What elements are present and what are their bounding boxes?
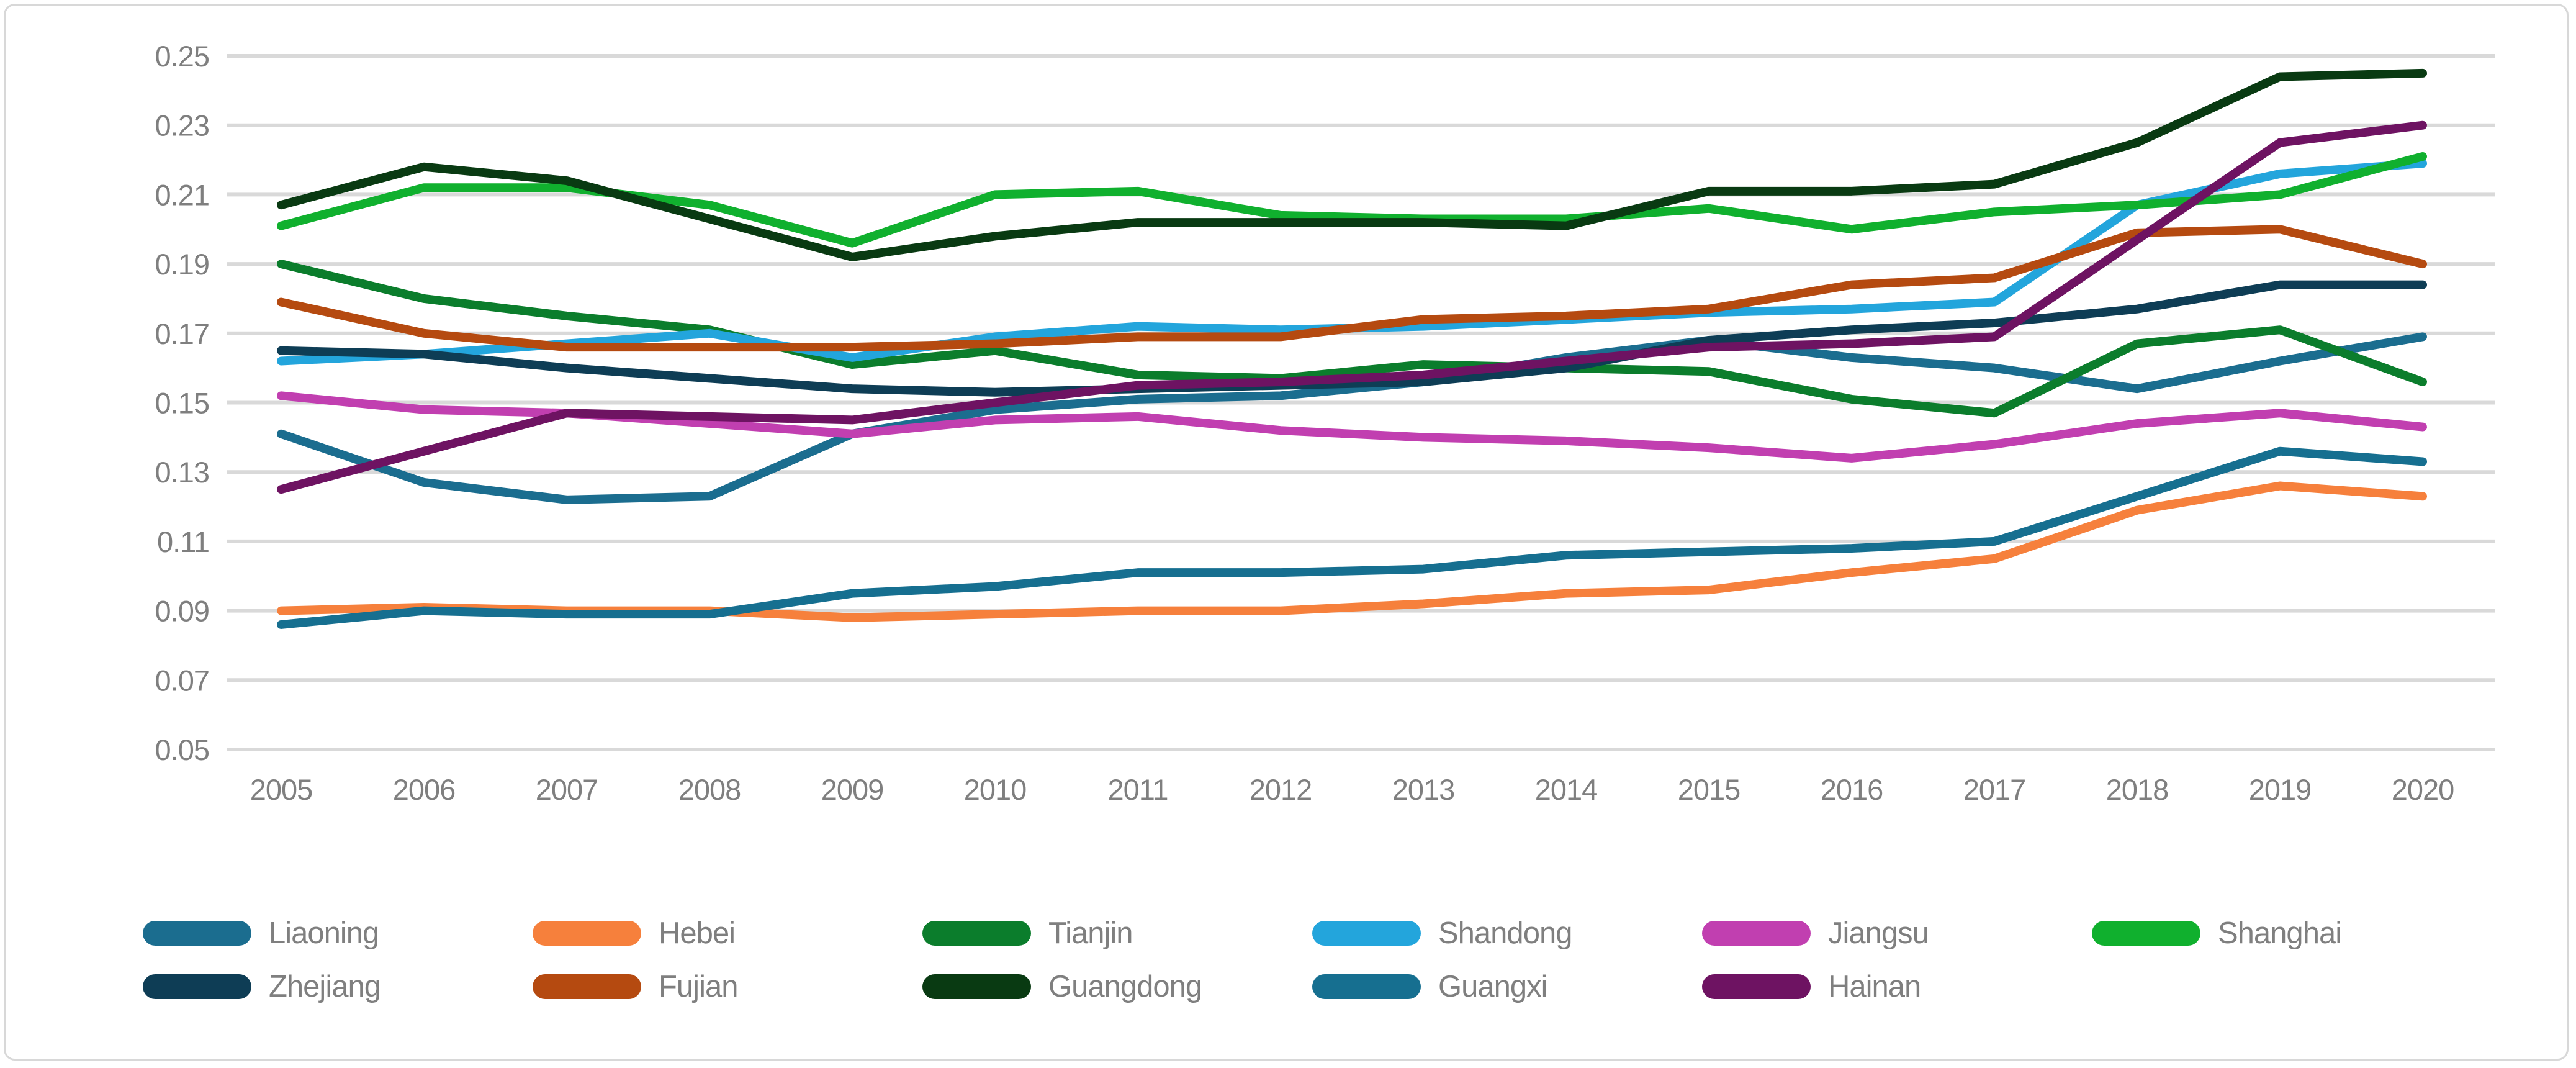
y-axis-label-0.05: 0.05 (155, 733, 209, 766)
series-line-fujian (277, 225, 2427, 352)
y-axis-label-0.15: 0.15 (155, 387, 209, 420)
x-axis-label-2017: 2017 (1963, 773, 2026, 806)
legend-swatch-hainan (1702, 974, 1811, 999)
legend-label-fujian: Fujian (659, 969, 738, 1003)
x-axis-label-2009: 2009 (821, 773, 884, 806)
y-axis-label-0.23: 0.23 (155, 109, 209, 142)
series-line-guangdong (277, 68, 2427, 261)
y-axis-label-0.07: 0.07 (155, 664, 209, 697)
y-axis-label-0.17: 0.17 (155, 317, 209, 350)
x-axis-label-2008: 2008 (678, 773, 741, 806)
legend-item-guangdong: Guangdong (922, 969, 1202, 1003)
legend-item-shanghai: Shanghai (2092, 916, 2342, 950)
legend-label-shanghai: Shanghai (2218, 916, 2342, 950)
x-axis-label-2010: 2010 (964, 773, 1027, 806)
x-axis-label-2011: 2011 (1107, 773, 1168, 806)
series-line-guangxi (277, 446, 2427, 629)
legend-swatch-shandong (1312, 921, 1421, 946)
y-axis-label-0.19: 0.19 (155, 248, 209, 281)
x-axis-label-2019: 2019 (2249, 773, 2312, 806)
x-axis-label-2013: 2013 (1392, 773, 1455, 806)
legend-label-guangdong: Guangdong (1048, 969, 1202, 1003)
legend-item-fujian: Fujian (533, 969, 738, 1003)
legend-label-tianjin: Tianjin (1048, 916, 1133, 950)
legend-label-jiangsu: Jiangsu (1828, 916, 1929, 950)
series-line-zhejiang (277, 280, 2427, 397)
chart-frame (4, 4, 2569, 1061)
x-axis-label-2012: 2012 (1250, 773, 1312, 806)
x-axis-label-2005: 2005 (250, 773, 313, 806)
legend-label-hebei: Hebei (659, 916, 736, 950)
legend-swatch-tianjin (922, 921, 1031, 946)
legend-swatch-liaoning (143, 921, 251, 946)
y-axis-label-0.11: 0.11 (157, 525, 209, 558)
legend-label-zhejiang: Zhejiang (269, 969, 381, 1003)
legend-label-liaoning: Liaoning (269, 916, 379, 950)
y-axis-label-0.21: 0.21 (155, 178, 209, 211)
x-axis-label-2018: 2018 (2106, 773, 2169, 806)
legend-label-hainan: Hainan (1828, 969, 1921, 1003)
x-axis-label-2016: 2016 (1821, 773, 1883, 806)
legend-swatch-shanghai (2092, 921, 2200, 946)
x-axis-label-2014: 2014 (1535, 773, 1598, 806)
x-axis-label-2006: 2006 (393, 773, 456, 806)
legend-item-jiangsu: Jiangsu (1702, 916, 1929, 950)
y-axis-label-0.13: 0.13 (155, 456, 209, 489)
legend-item-hainan: Hainan (1702, 969, 1921, 1003)
legend-swatch-hebei (533, 921, 641, 946)
legend-item-shandong: Shandong (1312, 916, 1572, 950)
legend-item-liaoning: Liaoning (143, 916, 379, 950)
legend-item-tianjin: Tianjin (922, 916, 1133, 950)
legend-item-zhejiang: Zhejiang (143, 969, 381, 1003)
legend-label-guangxi: Guangxi (1438, 969, 1548, 1003)
legend-swatch-zhejiang (143, 974, 251, 999)
legend-swatch-guangdong (922, 974, 1031, 999)
x-axis-label-2015: 2015 (1678, 773, 1741, 806)
series-line-tianjin (277, 260, 2427, 418)
legend-item-hebei: Hebei (533, 916, 736, 950)
legend-item-guangxi: Guangxi (1312, 969, 1548, 1003)
y-axis-label-0.09: 0.09 (155, 595, 209, 628)
y-axis-label-0.25: 0.25 (155, 40, 209, 73)
legend-swatch-guangxi (1312, 974, 1421, 999)
legend-swatch-jiangsu (1702, 921, 1811, 946)
legend-swatch-fujian (533, 974, 641, 999)
series-line-hainan (277, 120, 2427, 494)
x-axis-label-2020: 2020 (2392, 773, 2454, 806)
legend-label-shandong: Shandong (1438, 916, 1572, 950)
x-axis-label-2007: 2007 (536, 773, 598, 806)
